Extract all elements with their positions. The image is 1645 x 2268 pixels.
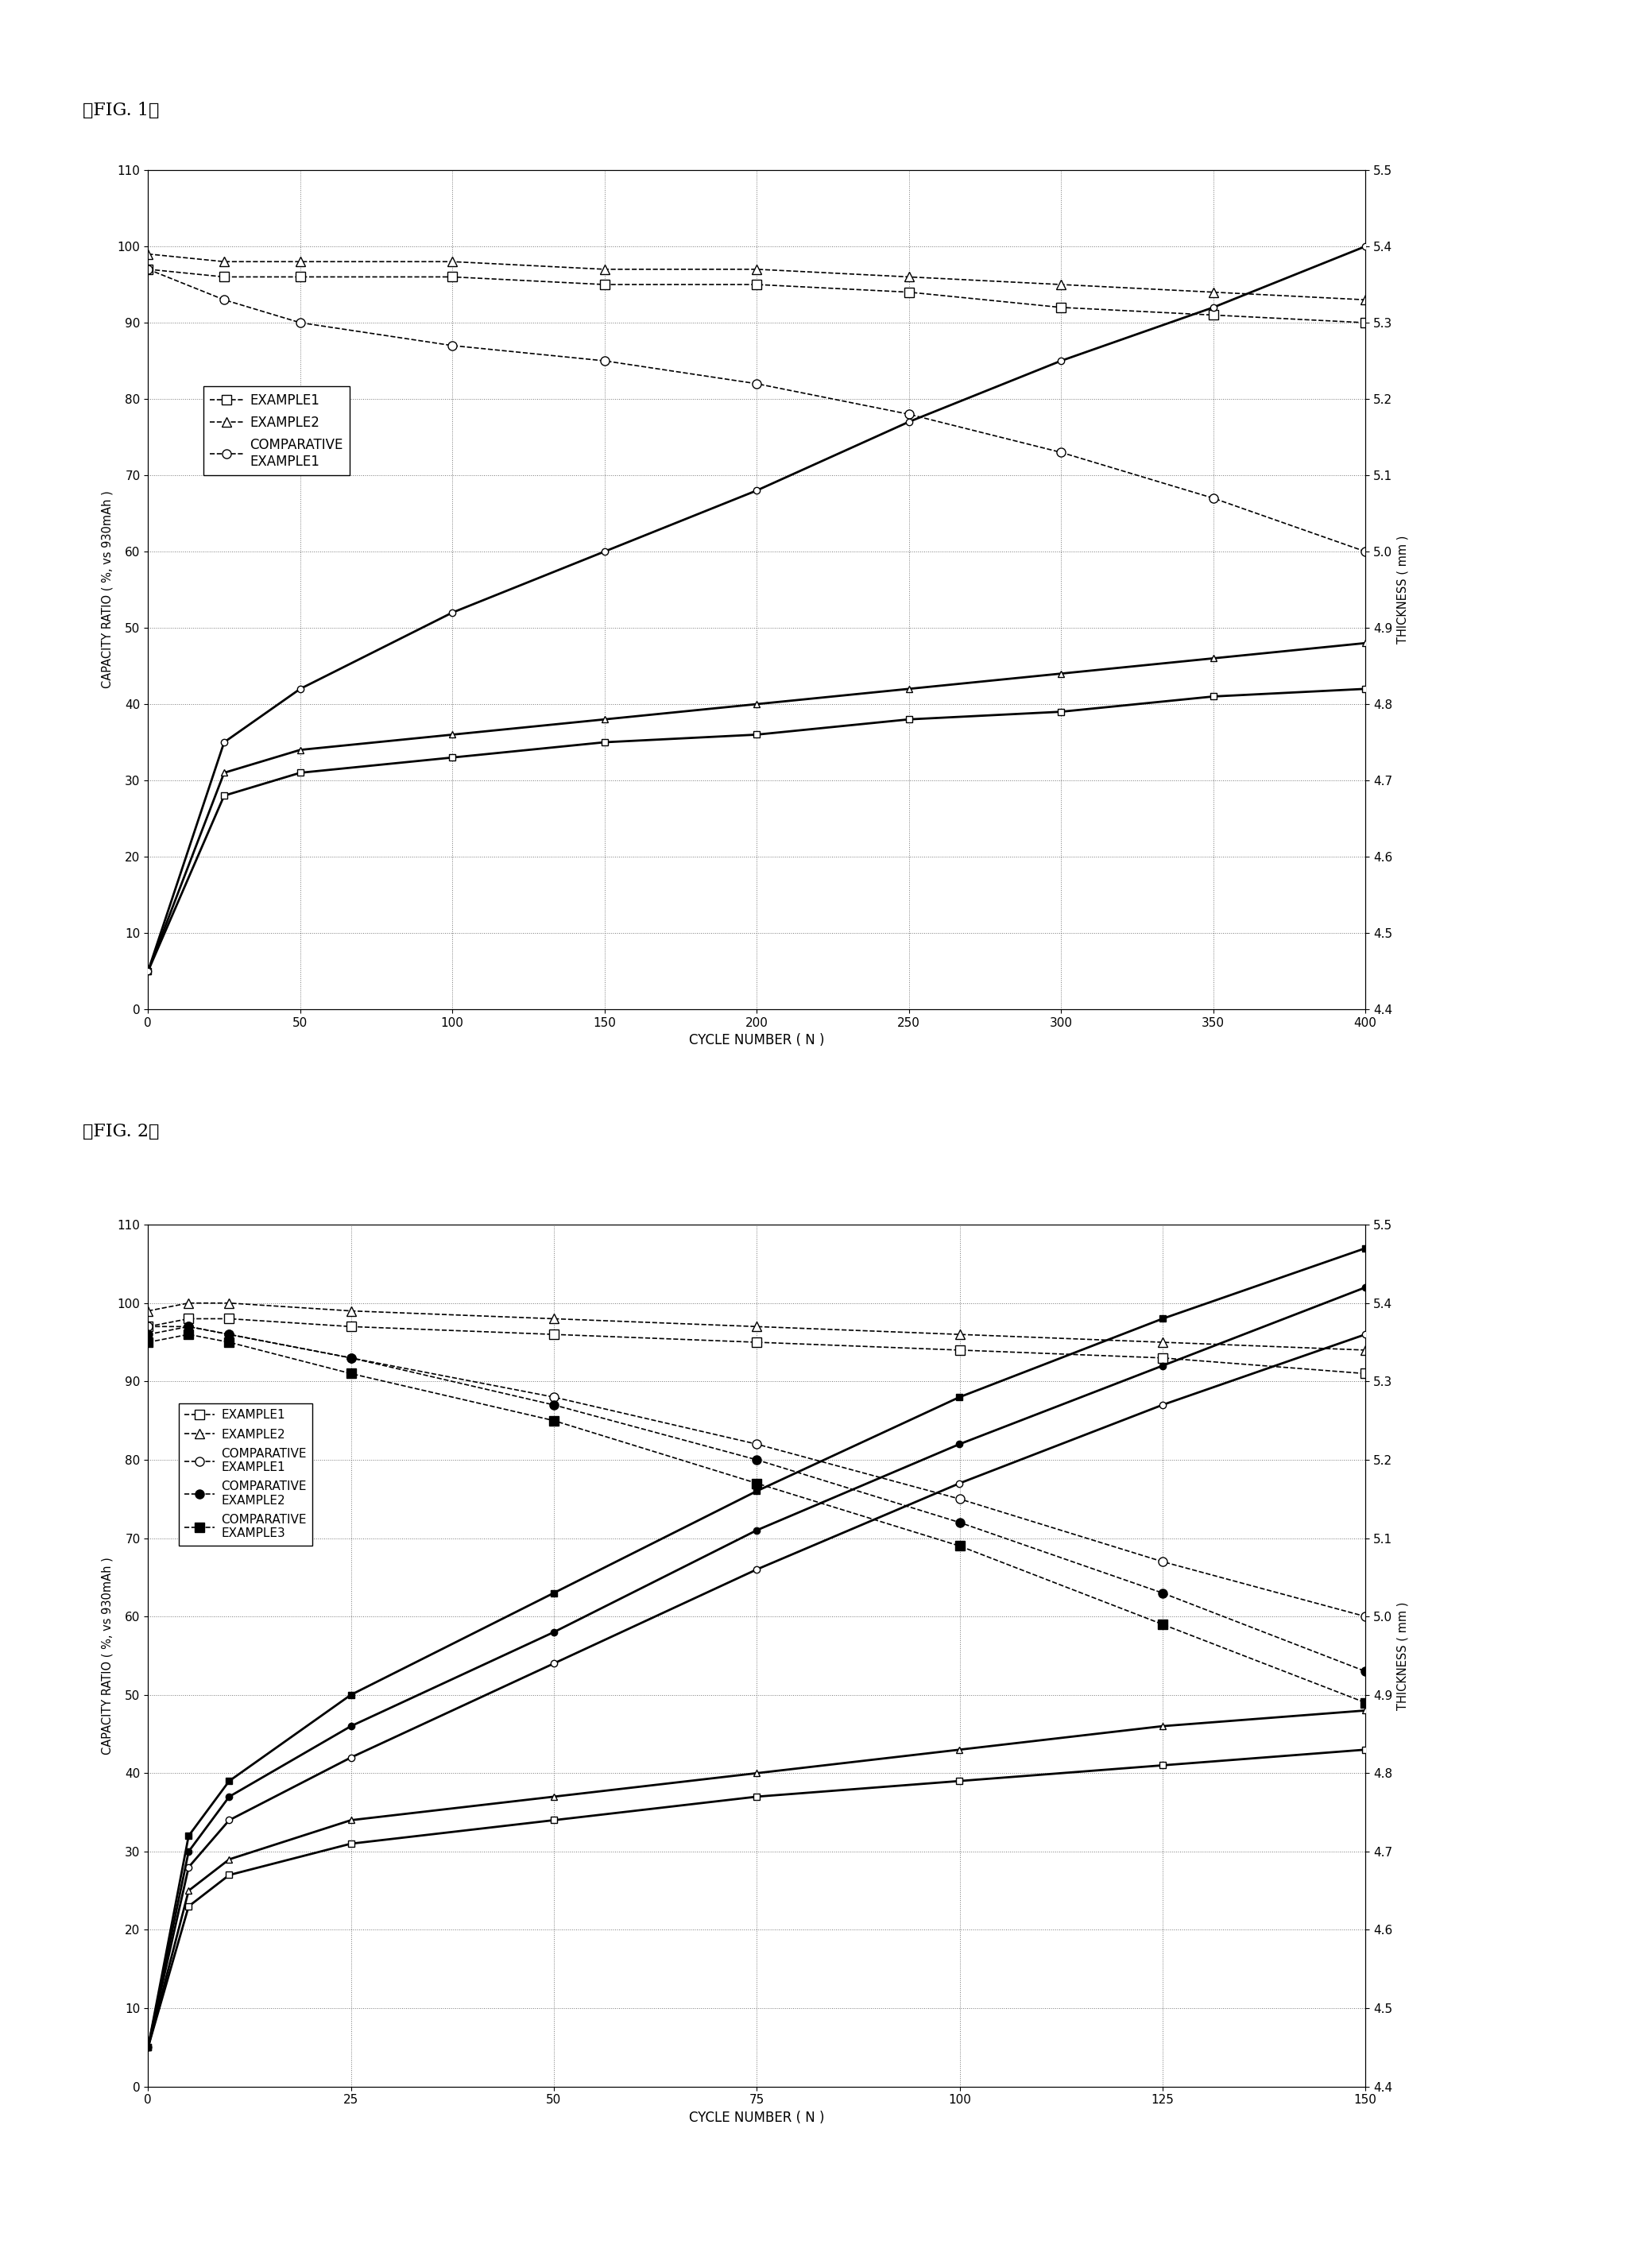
X-axis label: CYCLE NUMBER ( N ): CYCLE NUMBER ( N ) bbox=[689, 2112, 824, 2125]
Text: 『FIG. 2』: 『FIG. 2』 bbox=[82, 1123, 160, 1141]
Legend: EXAMPLE1, EXAMPLE2, COMPARATIVE
EXAMPLE1: EXAMPLE1, EXAMPLE2, COMPARATIVE EXAMPLE1 bbox=[204, 386, 350, 474]
Text: 『FIG. 1』: 『FIG. 1』 bbox=[82, 102, 160, 120]
X-axis label: CYCLE NUMBER ( N ): CYCLE NUMBER ( N ) bbox=[689, 1034, 824, 1048]
Y-axis label: THICKNESS ( mm ): THICKNESS ( mm ) bbox=[1397, 1601, 1408, 1710]
Y-axis label: CAPACITY RATIO ( %, vs 930mAh ): CAPACITY RATIO ( %, vs 930mAh ) bbox=[100, 1556, 114, 1755]
Legend: EXAMPLE1, EXAMPLE2, COMPARATIVE
EXAMPLE1, COMPARATIVE
EXAMPLE2, COMPARATIVE
EXAM: EXAMPLE1, EXAMPLE2, COMPARATIVE EXAMPLE1… bbox=[178, 1404, 313, 1545]
Y-axis label: CAPACITY RATIO ( %, vs 930mAh ): CAPACITY RATIO ( %, vs 930mAh ) bbox=[100, 490, 114, 689]
Y-axis label: THICKNESS ( mm ): THICKNESS ( mm ) bbox=[1397, 535, 1408, 644]
